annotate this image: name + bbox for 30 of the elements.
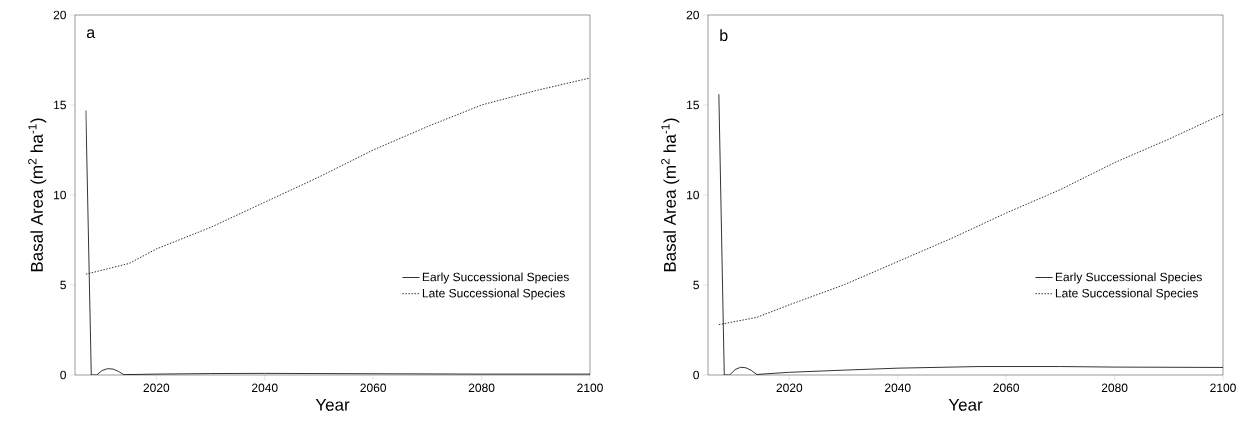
y-axis-title: Basal Area (m$^{2}$ ha$^{-1}$) [28,118,47,272]
x-tick-label: 2060 [360,383,387,393]
y-tick-label: 10 [687,190,700,200]
y-tick-label: 0 [60,370,67,380]
x-axis-title: Year [315,398,350,411]
legend-label: Early Successional Species [1055,272,1202,284]
x-axis-title: Year [948,398,983,411]
x-tick-label: 2080 [468,383,495,393]
x-tick-label: 2040 [251,383,278,393]
legend-label: Early Successional Species [422,272,569,284]
legend-label: Late Successional Species [1055,288,1198,300]
y-tick-label: 0 [693,370,700,380]
y-tick-label: 5 [693,280,699,290]
x-tick-label: 2020 [143,383,170,393]
x-tick-label: 2080 [1101,383,1128,393]
annotation: a [86,29,96,39]
y-tick-label: 10 [54,190,67,200]
x-tick-label: 2100 [577,383,603,393]
x-tick-label: 2100 [1210,383,1236,393]
y-tick-label: 15 [54,100,66,110]
legend-label: Late Successional Species [422,288,565,300]
y-axis-title: Basal Area (m$^{2}$ ha$^{-1}$) [661,118,680,272]
x-tick-label: 2020 [776,383,803,393]
x-tick-label: 2040 [884,383,911,393]
y-tick-label: 15 [687,100,699,110]
y-tick-label: 5 [60,280,66,290]
y-tick-label: 20 [53,10,67,20]
annotation: b [720,29,728,42]
x-tick-label: 2060 [993,383,1020,393]
y-tick-label: 20 [686,10,700,20]
